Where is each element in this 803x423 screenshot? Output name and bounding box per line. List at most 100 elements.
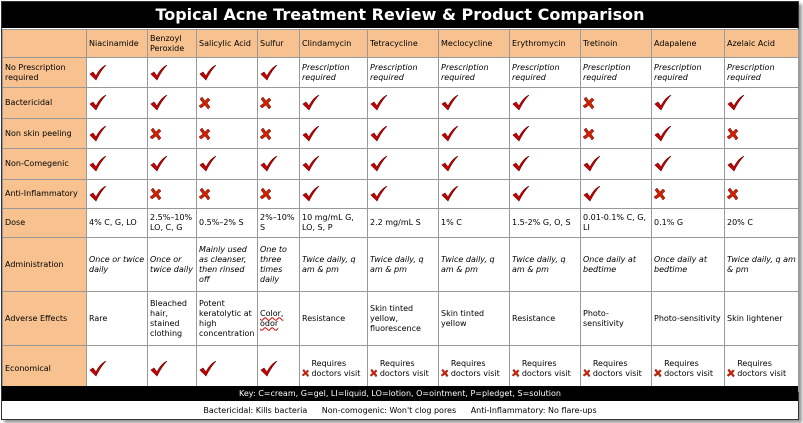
checkmark-icon (150, 156, 168, 172)
table-cell (147, 148, 197, 180)
table-cell: 2.5%–10% LO, C, G (147, 208, 197, 238)
table-row: Economical Requires doctors visit Requires… (2, 345, 799, 392)
column-header: Benzoyl Peroxide (147, 29, 197, 58)
cell-text: 1.5-2% G, O, S (512, 218, 571, 227)
table-cell (580, 87, 652, 119)
checkmark-icon (302, 95, 320, 111)
column-header: Erythromycin (509, 29, 581, 58)
table-cell: Once daily at bedtime (651, 237, 725, 292)
page-title: Topical Acne Treatment Review & Product … (2, 2, 798, 28)
table-cell: 1% C (438, 208, 510, 238)
checkmark-icon (370, 125, 388, 142)
requires-visit-text: Requires doctors visit (379, 358, 429, 378)
row-header: Anti-Inflammatory (2, 179, 87, 209)
table-cell: Skin lightener (724, 291, 799, 346)
cell-text: Twice daily, q am & pm (370, 254, 424, 274)
table-cell: Once or twice daily (147, 237, 197, 292)
table-cell: Mainly used as cleanser, then rinsed off (196, 237, 258, 292)
cell-text: 2%–10% S (260, 213, 295, 232)
cell-text: 2.2 mg/mL S (370, 218, 421, 227)
cell-text: Skin lightener (727, 313, 783, 323)
cell-text: Color, odor (260, 308, 284, 328)
checkmark-icon (441, 156, 459, 172)
table-cell: Requires doctors visit (724, 345, 799, 392)
table-cell: Twice daily, q am & pm (509, 237, 581, 292)
x-mark-icon (260, 188, 272, 200)
table-cell: Prescription required (509, 57, 581, 88)
table-cell (438, 148, 510, 180)
checkmark-icon (199, 64, 217, 81)
table-cell (367, 118, 439, 149)
table-cell (257, 179, 300, 209)
abbreviation-key: Key: C=cream, G=gel, LI=liquid, LO=lotio… (2, 386, 798, 401)
table-cell (438, 87, 510, 119)
checkmark-icon (260, 360, 278, 377)
row-header: Economical (2, 345, 87, 392)
checkmark-icon (512, 156, 530, 172)
table-cell: Twice daily, q am & pm (299, 237, 368, 292)
checkmark-icon (512, 95, 530, 111)
requires-visit-text: Requires doctors visit (592, 358, 642, 378)
table-cell (196, 148, 258, 180)
table-cell: 2.2 mg/mL S (367, 208, 439, 238)
table-cell (299, 87, 368, 119)
table-cell: Resistance (509, 291, 581, 346)
checkmark-icon (583, 186, 601, 202)
checkmark-icon (370, 156, 388, 172)
cell-text: Once daily at bedtime (583, 254, 636, 274)
footnote-bactericidal: Bactericidal: Kills bacteria (203, 406, 308, 415)
checkmark-icon (654, 125, 672, 142)
table-cell (257, 148, 300, 180)
table-cell (147, 345, 197, 392)
checkmark-icon (89, 156, 107, 172)
table-cell: Skin tinted yellow, fluorescence (367, 291, 439, 346)
footnote-anti-inflammatory: Anti-Inflammatory: No flare-ups (470, 406, 597, 415)
table-cell (651, 179, 725, 209)
table-cell (257, 345, 300, 392)
row-header: Non-Comegenic (2, 148, 87, 180)
cell-text: Potent keratolytic at high concentration (199, 298, 255, 338)
column-header: Azelaic Acid (724, 29, 799, 58)
cell-text: Twice daily, q am & pm (727, 254, 796, 274)
checkmark-icon (260, 156, 278, 172)
table-cell (147, 179, 197, 209)
checkmark-icon (199, 360, 217, 377)
checkmark-icon (583, 156, 601, 172)
cell-text: Skin tinted yellow, fluorescence (370, 303, 421, 333)
table-cell: Photo-sensitivity (651, 291, 725, 346)
table-cell: Prescription required (724, 57, 799, 88)
x-mark-icon (727, 188, 739, 200)
table-row: Dose 4% C, G, LO 2.5%–10% LO, C, G 0.5%–2% … (2, 208, 799, 238)
table-cell (196, 179, 258, 209)
cell-text: Twice daily, q am & pm (441, 254, 495, 274)
table-row: Adverse Effects Rare Bleached hair, staine… (2, 291, 799, 346)
table-cell (86, 148, 148, 180)
column-header: Niacinamide (86, 29, 148, 58)
table-cell (299, 179, 368, 209)
column-header: Meclocycline (438, 29, 510, 58)
x-mark-icon (199, 188, 211, 200)
row-header: Adverse Effects (2, 291, 87, 346)
x-mark-icon (199, 127, 211, 140)
cell-text: Prescription required (441, 62, 489, 82)
table-cell: 0.01-0.1% C, G, LI (580, 208, 652, 238)
column-header: Clindamycin (299, 29, 368, 58)
cell-text: Once or twice daily (89, 254, 145, 274)
checkmark-icon (512, 186, 530, 202)
table-row: Anti-Inflammatory (2, 179, 799, 209)
table-cell (367, 179, 439, 209)
cell-text: Once or twice daily (150, 254, 193, 274)
table-cell: 20% C (724, 208, 799, 238)
table-cell (367, 148, 439, 180)
table-cell (651, 87, 725, 119)
x-mark-icon (583, 127, 595, 140)
table-cell: Prescription required (299, 57, 368, 88)
table-cell: Requires doctors visit (299, 345, 368, 392)
checkmark-icon (150, 360, 168, 377)
column-header: Tetracycline (367, 29, 439, 58)
x-mark-icon (583, 97, 595, 109)
checkmark-icon (370, 95, 388, 111)
table-cell: One to three times daily (257, 237, 300, 292)
table-cell (580, 148, 652, 180)
cell-text: Resistance (302, 313, 346, 323)
